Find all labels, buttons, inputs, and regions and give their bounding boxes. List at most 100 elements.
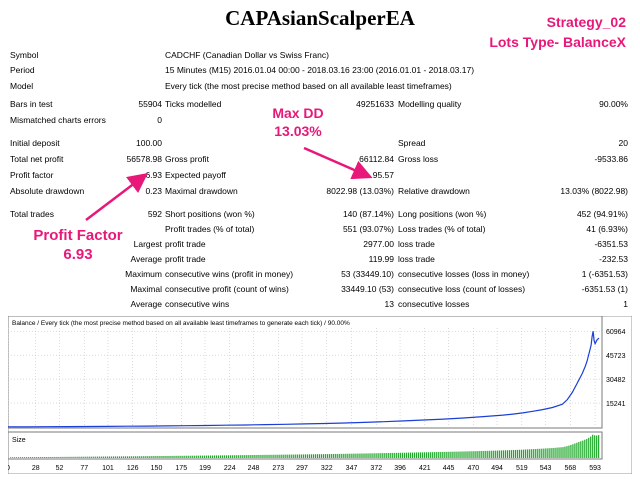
size-bar [342,453,344,458]
size-bar [530,449,532,458]
size-bar [75,456,77,458]
size-bar [417,452,420,458]
size-bar [558,447,560,458]
size-bar [25,457,28,458]
size-bar [83,456,85,458]
size-bar [471,451,473,458]
size-bar [586,438,588,458]
size-bar [322,454,325,458]
size-bar [554,447,556,458]
total-trades-value: 592 [147,209,162,219]
rel-drawdown-value: 13.03% (8022.98) [560,186,628,196]
size-bar [295,454,297,458]
average-profit-label: profit trade [165,254,206,264]
size-bar [103,456,105,458]
size-bar [217,455,220,458]
initial-deposit-value: 100.00 [136,138,162,148]
size-bar [374,453,376,458]
net-profit-value: 56578.98 [126,154,162,164]
size-bar [39,457,41,458]
size-bar [536,448,538,458]
size-bar [384,453,386,458]
model-value: Every tick (the most precise method base… [165,81,452,91]
size-bar [328,454,330,458]
size-bar [358,453,360,458]
size-bar [301,454,303,458]
size-bar [437,452,439,458]
size-bar [421,452,424,458]
size-bar [67,456,69,458]
max-drawdown-value: 8022.98 (13.03%) [326,186,394,196]
size-bar [364,453,366,458]
size-bar [404,452,406,458]
size-bar [578,441,580,458]
profit-factor-arrow [85,172,148,221]
max-consecutive-wins-value: 53 (33449.10) [341,269,394,279]
size-bar [552,448,554,458]
avg-consecutive-losses-label: consecutive losses [398,299,470,309]
size-bar [178,455,180,458]
size-bar [580,441,582,458]
size-bar [152,456,154,458]
size-bar [144,456,146,458]
x-tick-label: 273 [272,465,284,472]
size-bar [548,448,550,458]
size-bar [204,455,206,458]
size-bar [257,454,259,458]
x-tick-label: 150 [151,465,163,472]
size-bar [110,456,113,458]
x-tick-label: 0 [8,465,10,472]
size-bar [447,451,449,458]
size-bar [560,447,562,458]
size-bar [362,453,364,458]
size-bar [229,455,231,458]
size-bar [532,449,534,458]
average-label: Average [130,254,162,264]
size-bar [299,454,301,458]
size-bar [168,455,170,458]
max-dd-annotation-value: 13.03% [274,123,322,139]
size-bar [237,455,239,458]
size-bar [206,455,208,458]
size-bar [409,452,412,458]
avg-consecutive-label: Average [130,299,162,309]
size-bar [324,454,326,458]
size-bar [271,454,273,458]
size-bar [415,452,418,458]
size-bar [526,449,528,458]
size-bar [180,455,182,458]
size-bar [336,453,338,458]
size-bar [97,456,99,458]
size-bar [504,450,507,458]
initial-deposit-label: Initial deposit [10,138,60,148]
size-bar [11,457,14,458]
size-bar [370,453,372,458]
size-bar [457,451,459,458]
size-bar [576,442,578,458]
size-bar [166,455,168,458]
size-bar [312,454,315,458]
size-bar [126,456,128,458]
size-bar [269,454,271,458]
short-positions-label: Short positions (won %) [165,209,255,219]
size-bar [198,455,200,458]
gross-profit-label: Gross profit [165,154,209,164]
size-bar [592,434,594,458]
size-bar [291,454,293,458]
loss-trades-label: Loss trades (% of total) [398,224,486,234]
size-bar [348,453,350,458]
size-bar [528,449,530,458]
size-bar [516,449,519,458]
size-bar [451,451,453,458]
size-bar [160,456,162,458]
size-bar [475,451,477,458]
size-bar [13,457,16,458]
size-bar [427,452,429,458]
size-bar [518,449,521,458]
size-bar [277,454,279,458]
y-tick-label: 45723 [606,353,626,360]
size-bar [273,454,275,458]
max-drawdown-label: Maximal drawdown [165,186,238,196]
size-bar [194,455,196,458]
profit-trades-value: 551 (93.07%) [342,224,394,234]
